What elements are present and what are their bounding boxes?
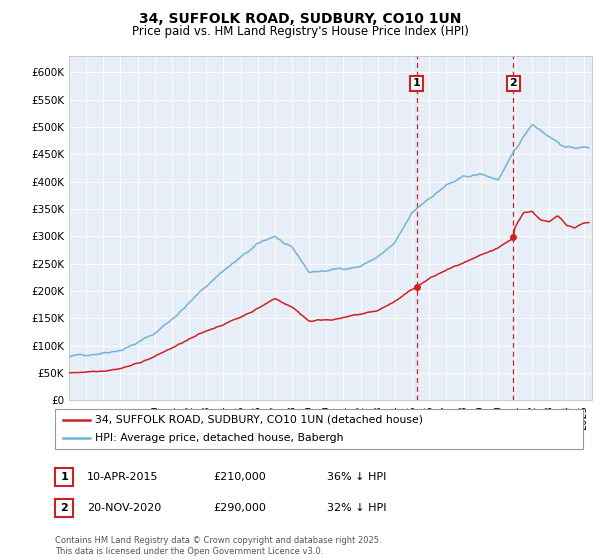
Text: Price paid vs. HM Land Registry's House Price Index (HPI): Price paid vs. HM Land Registry's House … [131,25,469,38]
Text: 10-APR-2015: 10-APR-2015 [87,472,158,482]
Text: 34, SUFFOLK ROAD, SUDBURY, CO10 1UN: 34, SUFFOLK ROAD, SUDBURY, CO10 1UN [139,12,461,26]
Text: 32% ↓ HPI: 32% ↓ HPI [327,503,386,513]
Text: 2: 2 [61,503,68,513]
Text: 34, SUFFOLK ROAD, SUDBURY, CO10 1UN (detached house): 34, SUFFOLK ROAD, SUDBURY, CO10 1UN (det… [95,415,423,424]
Text: £210,000: £210,000 [213,472,266,482]
Text: HPI: Average price, detached house, Babergh: HPI: Average price, detached house, Babe… [95,433,343,443]
Text: 1: 1 [61,472,68,482]
Text: Contains HM Land Registry data © Crown copyright and database right 2025.
This d: Contains HM Land Registry data © Crown c… [55,536,382,556]
Text: £290,000: £290,000 [213,503,266,513]
Text: 1: 1 [413,78,421,88]
Text: 20-NOV-2020: 20-NOV-2020 [87,503,161,513]
Text: 36% ↓ HPI: 36% ↓ HPI [327,472,386,482]
Text: 2: 2 [509,78,517,88]
